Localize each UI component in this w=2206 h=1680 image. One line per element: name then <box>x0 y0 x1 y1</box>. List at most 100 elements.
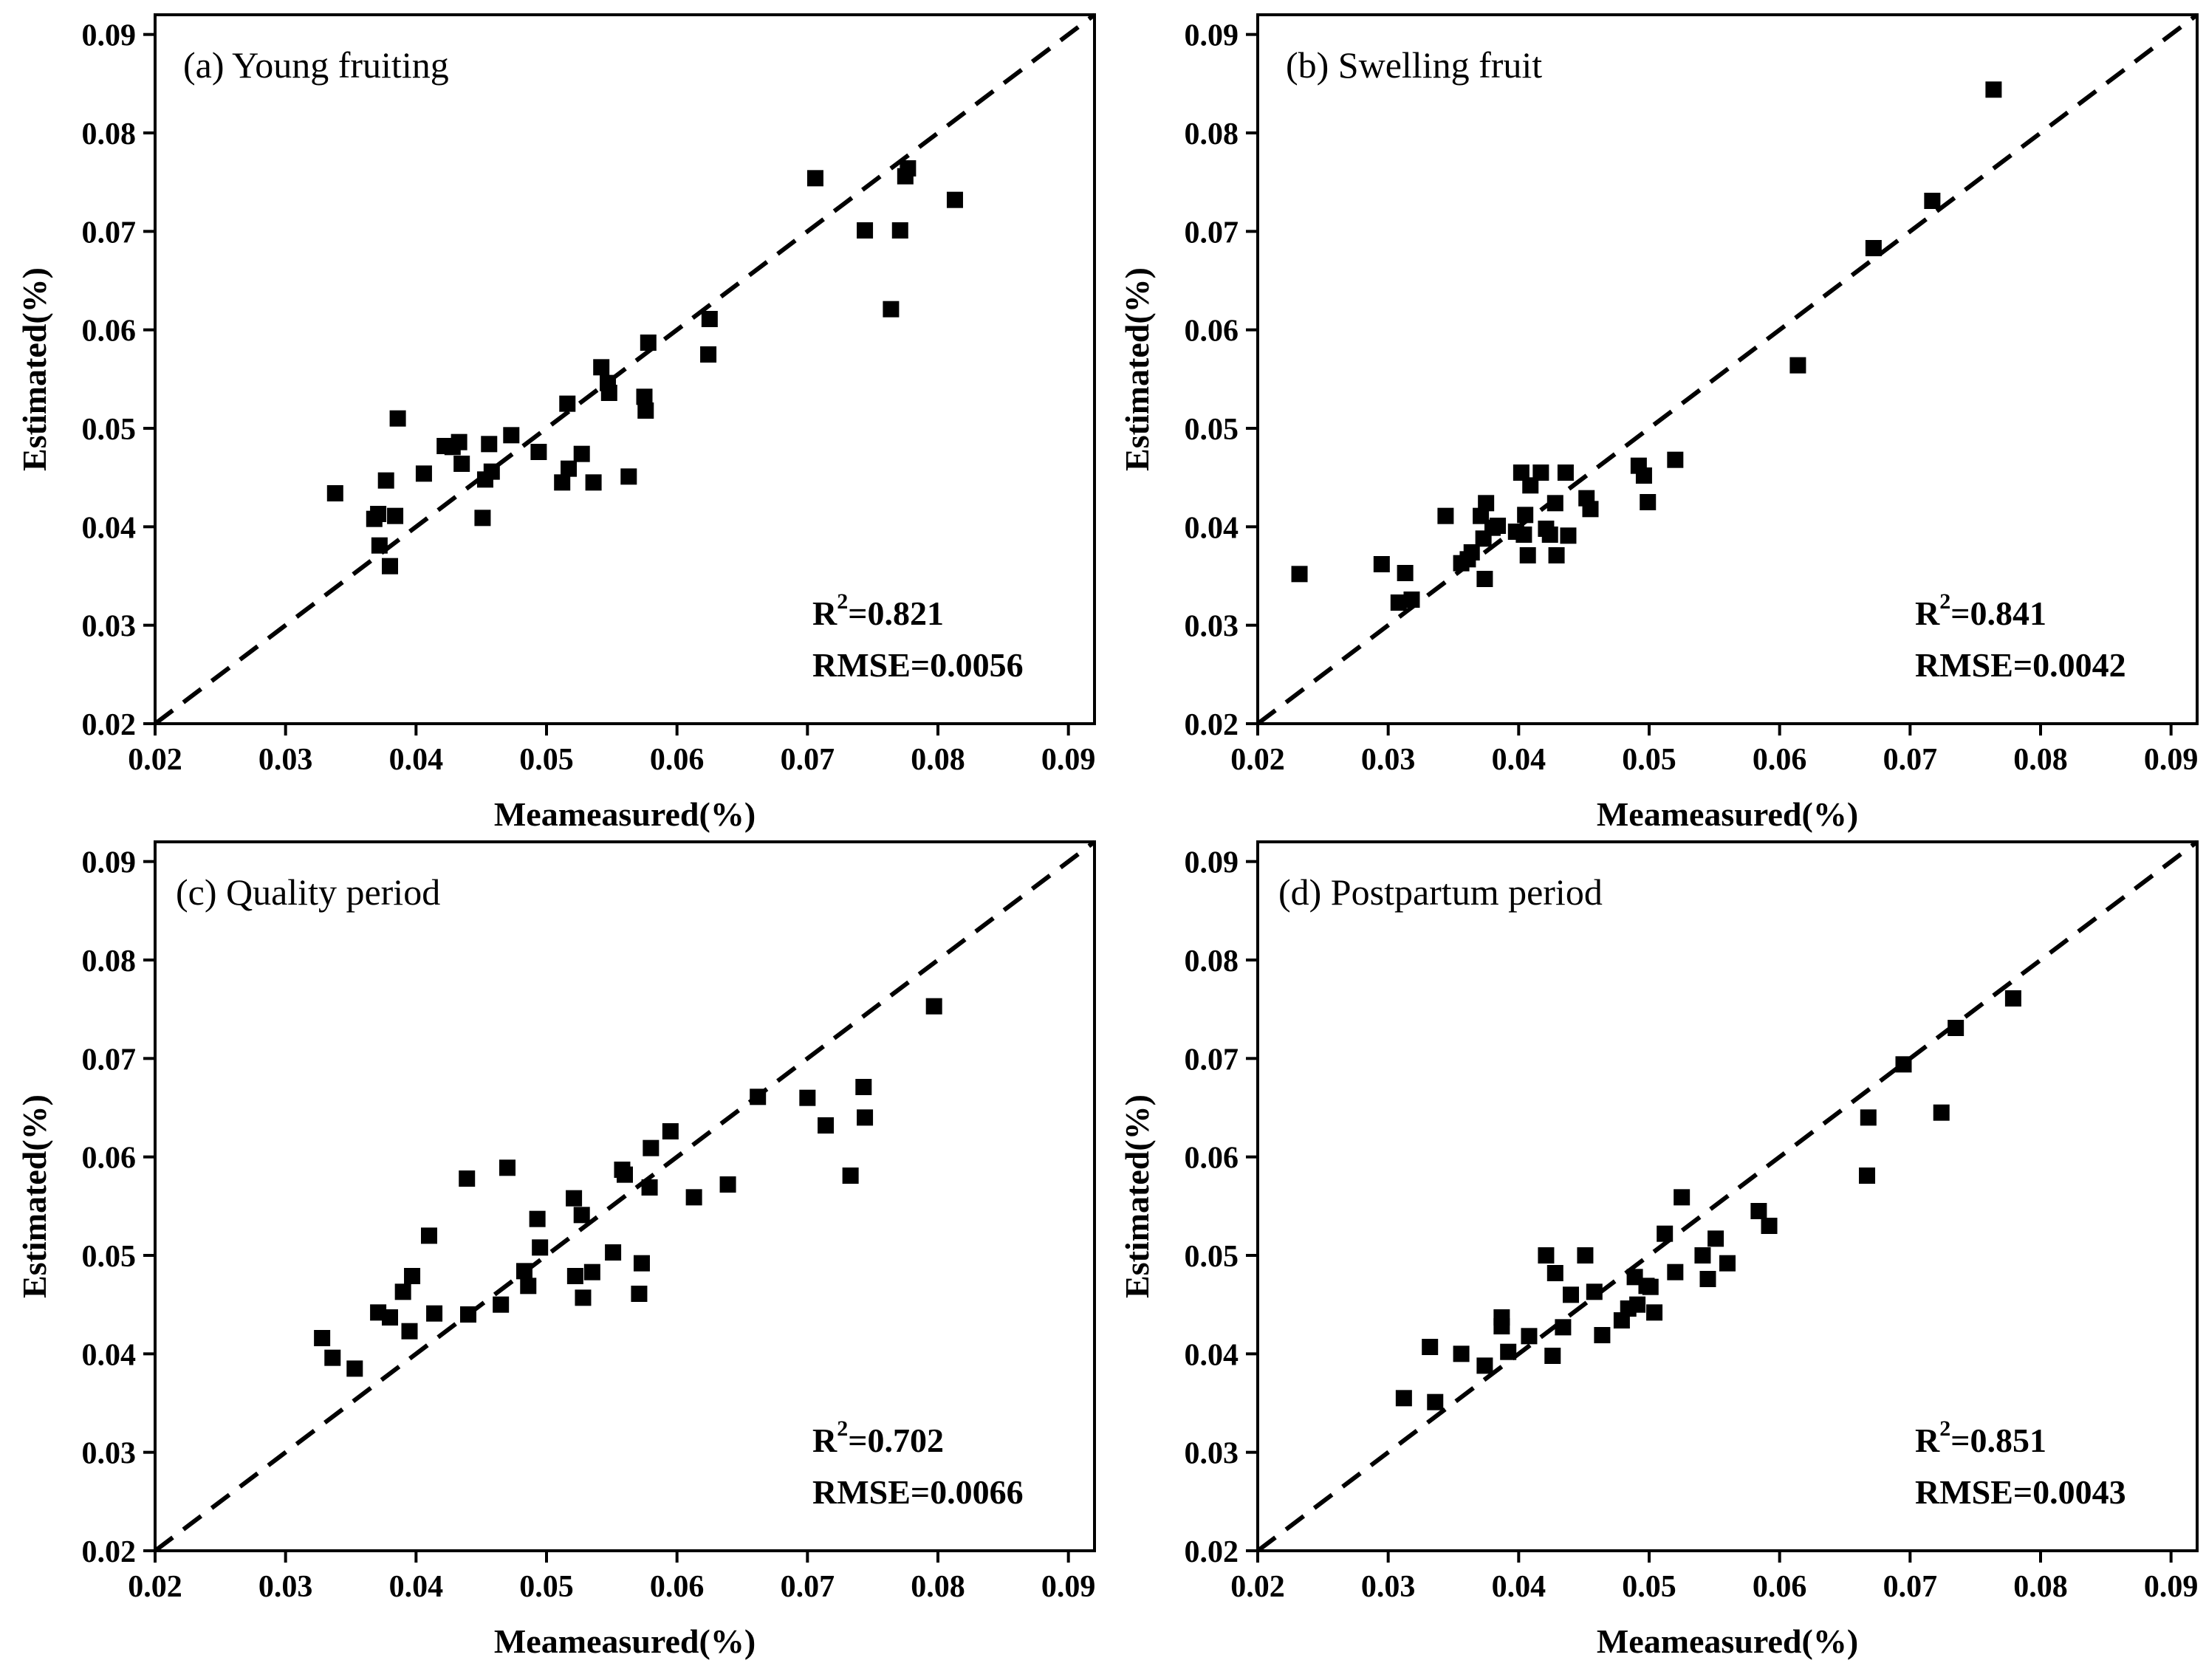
data-point <box>662 1123 679 1139</box>
panel-c: 0.02 0.03 0.04 0.05 0.06 0.07 0.08 0.09 0.02 0.03… <box>16 840 1096 1660</box>
data-point <box>394 1283 411 1300</box>
data-point <box>891 222 908 239</box>
r2-label: R2=0.841 <box>1915 589 2046 632</box>
data-point <box>1667 1264 1684 1280</box>
x-tick-label: 0.04 <box>1492 743 1546 777</box>
data-point <box>529 1210 546 1227</box>
data-point <box>1577 1247 1594 1264</box>
rmse-label: RMSE=0.0042 <box>1915 646 2126 684</box>
data-point <box>520 1278 537 1295</box>
data-point <box>719 1176 736 1193</box>
x-tick-label: 0.05 <box>1622 743 1676 777</box>
data-point <box>1422 1339 1439 1355</box>
x-tick-label: 0.02 <box>1230 1570 1285 1604</box>
data-point <box>1586 1283 1603 1300</box>
panel-a: 0.02 0.03 0.04 0.05 0.06 0.07 0.08 0.09 0.02 0.03… <box>16 13 1096 833</box>
x-tick-label: 0.05 <box>519 1570 574 1604</box>
data-point <box>620 468 637 485</box>
y-axis-title: Estimated(%) <box>16 1094 53 1298</box>
data-point <box>1667 451 1684 468</box>
data-point <box>1985 81 2002 98</box>
data-point <box>1548 547 1565 563</box>
y-tick-label: 0.05 <box>82 1240 137 1274</box>
data-point <box>1544 1348 1561 1364</box>
data-point <box>1594 1327 1611 1343</box>
y-tick-label: 0.08 <box>82 944 137 978</box>
data-point <box>573 1207 590 1224</box>
data-point <box>806 170 823 187</box>
plot-frame <box>1256 840 2199 1552</box>
data-point <box>637 402 654 419</box>
x-tick-label: 0.07 <box>781 1570 835 1604</box>
data-point <box>1478 495 1495 512</box>
data-point <box>377 472 394 489</box>
data-point <box>1895 1056 1912 1073</box>
data-point <box>883 301 900 318</box>
y-tick-label: 0.07 <box>1185 1043 1239 1077</box>
data-point <box>685 1189 702 1206</box>
y-tick-label: 0.09 <box>1185 19 1239 53</box>
y-tick-label: 0.09 <box>82 19 137 53</box>
x-tick-label: 0.07 <box>1883 1570 1938 1604</box>
data-point <box>1563 1286 1579 1303</box>
data-point <box>370 506 387 522</box>
reference-line <box>1256 13 2199 726</box>
y-tick-label: 0.05 <box>82 413 137 447</box>
panel-d: 0.02 0.03 0.04 0.05 0.06 0.07 0.08 0.09 0.02 0.03… <box>1118 840 2199 1660</box>
x-tick-label: 0.02 <box>128 743 182 777</box>
y-tick-label: 0.06 <box>1185 1142 1239 1176</box>
y-tick-label: 0.02 <box>1185 1535 1239 1569</box>
data-point <box>530 444 547 460</box>
data-point <box>1521 1328 1538 1345</box>
x-tick-label: 0.08 <box>2013 1570 2068 1604</box>
x-tick-label: 0.08 <box>911 1570 965 1604</box>
y-tick-label: 0.08 <box>1185 117 1239 151</box>
x-tick-label: 0.09 <box>2144 1570 2199 1604</box>
y-tick-label: 0.04 <box>82 511 137 545</box>
x-tick-label: 0.05 <box>1622 1570 1676 1604</box>
data-point <box>1532 464 1549 481</box>
data-point <box>451 433 467 450</box>
panel-title: (a) Young fruiting <box>183 44 449 86</box>
x-tick-label: 0.06 <box>1753 743 1807 777</box>
data-point <box>617 1166 633 1183</box>
data-point <box>1859 1168 1876 1184</box>
data-point <box>1493 1318 1510 1334</box>
data-point <box>631 1286 648 1302</box>
x-tick-label: 0.07 <box>1883 743 1938 777</box>
y-tick-label: 0.02 <box>82 708 137 742</box>
data-point <box>593 359 610 376</box>
data-point <box>1707 1230 1724 1247</box>
y-tick-label: 0.07 <box>1185 216 1239 250</box>
reference-line <box>154 840 1096 1553</box>
data-point <box>1476 571 1493 587</box>
data-point <box>382 1309 398 1326</box>
x-tick-label: 0.03 <box>1361 743 1416 777</box>
data-point <box>641 1179 658 1196</box>
y-tick-label: 0.04 <box>1185 511 1239 545</box>
y-axis-title: Estimated(%) <box>1118 1094 1156 1298</box>
data-point <box>1555 1319 1572 1336</box>
y-tick-label: 0.07 <box>82 1043 137 1077</box>
y-tick-label: 0.02 <box>1185 708 1239 742</box>
data-point <box>1291 566 1308 583</box>
data-point <box>1373 556 1390 572</box>
data-point <box>1557 464 1574 481</box>
y-tick-label: 0.05 <box>1185 413 1239 447</box>
y-axis-title: Estimated(%) <box>1118 267 1156 471</box>
data-point <box>515 1263 532 1280</box>
data-point <box>633 1255 650 1272</box>
data-point <box>493 1296 510 1313</box>
y-tick-label: 0.06 <box>82 1142 137 1176</box>
data-point <box>1515 527 1532 543</box>
data-point <box>1427 1393 1444 1410</box>
data-point <box>389 410 406 427</box>
y-tick-label: 0.08 <box>1185 944 1239 978</box>
data-point <box>1699 1271 1716 1287</box>
r2-label: R2=0.702 <box>812 1416 944 1459</box>
data-point <box>566 1190 583 1207</box>
data-point <box>1463 544 1480 560</box>
x-axis-title: Meameasured(%) <box>494 1622 756 1660</box>
data-point <box>818 1117 835 1134</box>
